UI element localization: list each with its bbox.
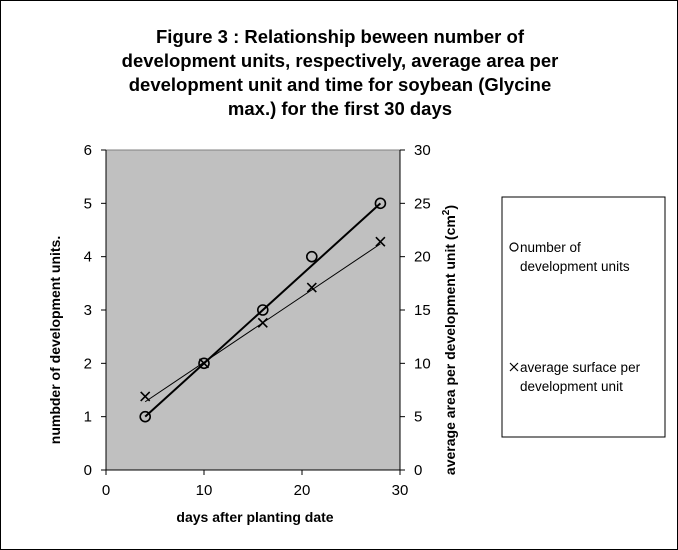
y-axis-right-label-end: )	[442, 205, 458, 210]
x-tick-label: 30	[392, 482, 409, 499]
legend-box	[501, 196, 666, 438]
legend-label: number of	[520, 240, 581, 255]
y-right-tick-label: 5	[414, 409, 422, 426]
legend-label: development units	[520, 259, 630, 274]
y-left-tick-label: 3	[84, 302, 92, 319]
title-line: development units, respectively, average…	[121, 50, 559, 71]
y-right-tick-label: 10	[414, 355, 431, 372]
x-tick-label: 20	[294, 482, 311, 499]
y-left-tick-label: 2	[84, 355, 92, 372]
series-trendline	[144, 202, 382, 418]
y-axis-left-label: numbder of development units.	[47, 236, 63, 444]
x-tick-label: 0	[102, 482, 110, 499]
data-point-circle	[256, 304, 269, 316]
y-right-tick-label: 30	[414, 142, 431, 159]
legend-label: average surface per	[520, 360, 641, 375]
chart-title: Figure 3 : Relationship beween number of…	[60, 25, 620, 121]
y-axis-right-label-text: average area per development unit (cm	[442, 215, 458, 475]
x-axis-label: days after planting date	[176, 509, 333, 525]
y-right-tick-label: 25	[414, 195, 431, 212]
legend-label: development unit	[520, 379, 623, 394]
data-point-circle	[139, 410, 151, 423]
data-point-x	[257, 317, 268, 328]
title-line: development unit and time for soybean (G…	[128, 74, 552, 95]
y-left-tick-label: 5	[84, 195, 92, 212]
y-left-tick-label: 4	[84, 249, 92, 266]
data-point-x	[198, 358, 210, 369]
y-left-tick-label: 1	[84, 409, 92, 426]
data-point-circle	[305, 250, 318, 263]
data-point-x	[306, 282, 317, 293]
y-right-tick-label: 15	[414, 302, 431, 319]
legend-x-marker	[509, 362, 519, 372]
legend-circle-marker	[509, 242, 519, 252]
x-tick-label: 10	[196, 482, 213, 499]
y-right-tick-label: 0	[414, 462, 422, 479]
title-line: max.) for the first 30 days	[227, 98, 453, 119]
data-point-circle	[374, 197, 387, 210]
y-left-tick-label: 6	[84, 142, 92, 159]
plot-area	[105, 149, 401, 471]
data-point-x	[140, 391, 151, 402]
y-axis-right-label: average area per development unit (cm2)	[441, 205, 458, 475]
y-axis-right-label-sup: 2	[441, 209, 452, 215]
title-line: Figure 3 : Relationship beween number of	[156, 26, 524, 47]
y-left-tick-label: 0	[84, 462, 92, 479]
data-point-circle	[198, 357, 210, 370]
data-point-x	[375, 236, 386, 247]
y-right-tick-label: 20	[414, 249, 431, 266]
